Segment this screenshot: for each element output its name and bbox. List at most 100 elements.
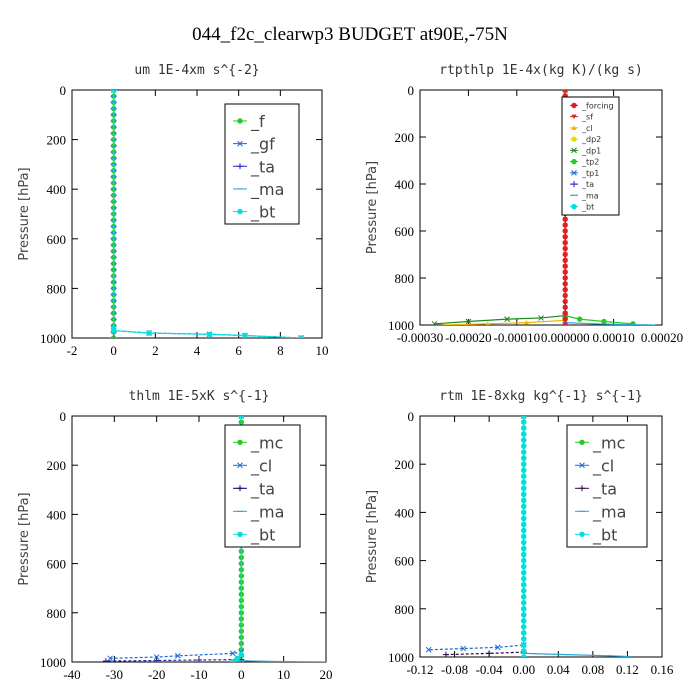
data-point: [571, 102, 577, 109]
data-point: [521, 455, 527, 461]
data-point: [562, 223, 568, 228]
data-point: [571, 158, 577, 165]
chart-panel-1: um 1E-4xm s^{-2} Pressure [hPa] 0 200 400 600…: [17, 63, 329, 358]
x-tick-label: -30: [106, 667, 123, 682]
chart-panel-3: thlm 1E-5xK s^{-1}Pressure [hPa]02004006…: [17, 389, 333, 682]
legend-entry: _tp2: [570, 158, 599, 167]
series-ma: [520, 652, 631, 657]
series-line: [428, 416, 525, 651]
legend-entry: _ta: [233, 479, 275, 499]
legend-label: _gf: [250, 135, 275, 155]
y-tick-label: 800: [47, 281, 67, 296]
series-dp1: [431, 90, 569, 325]
data-point: [521, 594, 527, 600]
data-point: [521, 515, 527, 522]
panel-title: rtm 1E-8xkg kg^{-1} s^{-1}: [439, 389, 643, 404]
series-cl: [107, 416, 245, 662]
legend-entry: _ta: [570, 180, 594, 189]
legend-entry: _forcing: [570, 101, 614, 110]
data-point: [562, 93, 568, 99]
x-tick-label: -0.12: [406, 662, 433, 677]
y-tick-label: 600: [395, 224, 415, 239]
plot-frame: [419, 89, 663, 326]
series-ta: [442, 649, 527, 657]
y-tick-label: 200: [47, 458, 67, 473]
data-point: [206, 331, 213, 337]
x-tick-label: 20: [320, 667, 333, 682]
chart-panel-4: rtm 1E-8xkg kg^{-1} s^{-1} Pressure [hPa]…: [365, 389, 674, 677]
data-point: [521, 437, 527, 443]
data-point: [521, 497, 527, 504]
data-point: [238, 416, 245, 419]
data-point: [579, 462, 585, 469]
data-point: [153, 654, 160, 660]
legend: _mc _cl _ta _ma _bt: [566, 424, 648, 548]
series-line: [110, 416, 242, 659]
data-point: [465, 318, 472, 325]
data-point: [562, 252, 568, 257]
legend-label: _tp2: [581, 158, 599, 167]
data-point: [571, 203, 577, 210]
legend-entry: _bt: [570, 203, 594, 212]
data-point: [562, 317, 568, 322]
y-axis-label: Pressure [hPa]: [365, 490, 380, 583]
data-point: [577, 316, 583, 322]
data-point: [521, 600, 527, 606]
data-point: [562, 276, 568, 281]
x-tick-label: -0.08: [441, 662, 468, 677]
y-tick-label: 1000: [388, 318, 414, 333]
legend-label: _forcing: [581, 101, 614, 110]
series-line: [444, 319, 566, 325]
data-point: [521, 479, 527, 485]
y-tick-label: 400: [47, 182, 67, 197]
data-point: [521, 527, 527, 534]
data-point: [196, 657, 202, 662]
legend-entry: _mc: [575, 433, 625, 453]
x-tick-label: -0.00030: [397, 330, 444, 345]
legend-label: _ma: [581, 191, 599, 200]
series-line: [105, 658, 242, 662]
data-point: [521, 636, 527, 642]
data-point: [102, 658, 109, 662]
legend: _f _gf_ta _ma _bt: [224, 103, 300, 225]
legend-label: _bt: [581, 203, 594, 212]
x-tick-label: 0.16: [651, 662, 674, 677]
x-tick-label: -2: [67, 343, 78, 358]
x-tick-label: -10: [190, 667, 207, 682]
legend-entry: _ta: [575, 479, 617, 499]
series-ma: [238, 660, 326, 662]
data-point: [562, 305, 568, 310]
data-point: [521, 491, 527, 498]
series-line: [445, 651, 524, 656]
data-point: [562, 281, 568, 287]
x-tick-label: 0.00010: [592, 330, 634, 345]
data-point: [521, 473, 527, 479]
x-tick-label: 10: [316, 343, 329, 358]
data-point: [538, 315, 544, 321]
data-point: [521, 533, 527, 540]
series-ta: [102, 656, 245, 662]
data-point: [521, 654, 527, 657]
data-point: [571, 147, 577, 154]
y-tick-label: 200: [47, 133, 67, 148]
y-tick-label: 1000: [40, 331, 66, 346]
legend-label: _dp2: [581, 135, 601, 144]
data-point: [579, 531, 585, 538]
data-point: [174, 652, 181, 659]
x-tick-label: 10: [277, 667, 290, 682]
data-point: [562, 264, 568, 269]
data-point: [486, 650, 493, 657]
x-tick-label: 0: [238, 667, 245, 682]
y-tick-label: 600: [47, 232, 67, 247]
series-line: [434, 90, 566, 325]
data-point: [521, 648, 527, 654]
series-layer: [110, 90, 305, 338]
legend-entry: _dp1: [570, 146, 601, 155]
data-point: [521, 624, 527, 630]
data-point: [521, 557, 527, 564]
x-tick-label: -0.00010: [494, 330, 541, 345]
data-point: [521, 642, 527, 648]
legend-label: _f: [250, 112, 265, 132]
data-point: [562, 293, 568, 299]
